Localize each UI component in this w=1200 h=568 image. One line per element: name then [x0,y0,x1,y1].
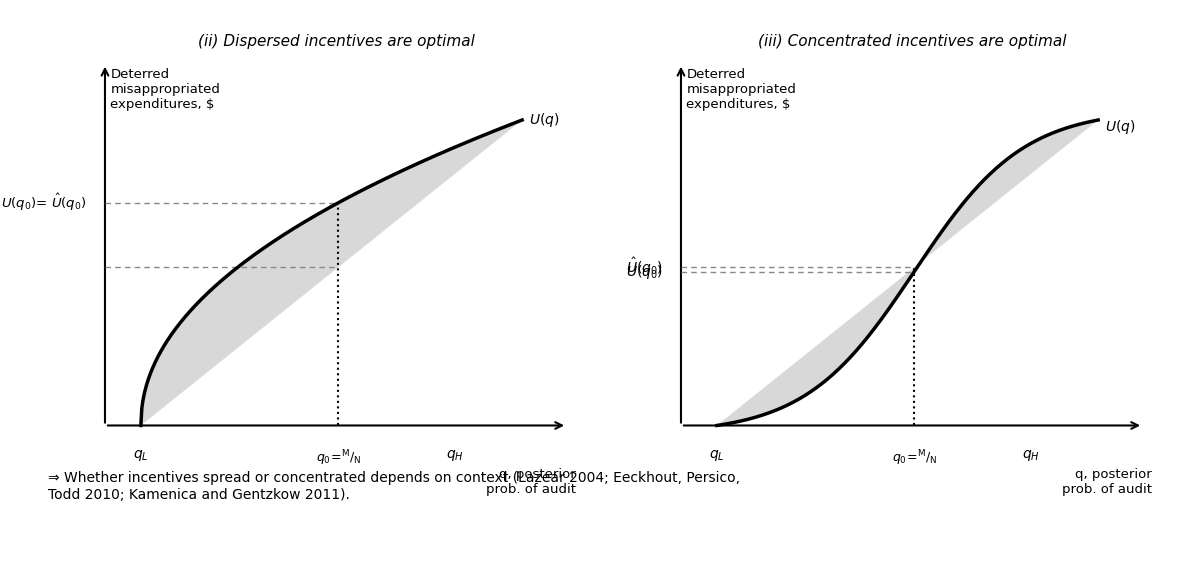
Text: $\hat{U}(q_0)$: $\hat{U}(q_0)$ [626,256,664,278]
Polygon shape [140,120,522,425]
Title: (iii) Concentrated incentives are optimal: (iii) Concentrated incentives are optima… [757,34,1067,49]
Text: $q_H$: $q_H$ [446,448,464,463]
Text: Deterred
misappropriated
expenditures, $: Deterred misappropriated expenditures, $ [686,68,797,111]
Text: $q_0\!=\!\mathsf{^M/_N}$: $q_0\!=\!\mathsf{^M/_N}$ [892,448,937,468]
Text: $U(q)$: $U(q)$ [1105,118,1135,136]
Title: (ii) Dispersed incentives are optimal: (ii) Dispersed incentives are optimal [198,34,474,49]
Text: $q_L$: $q_L$ [133,448,149,463]
Text: q, posterior
prob. of audit: q, posterior prob. of audit [1062,468,1152,496]
Text: $U(q_0)$: $U(q_0)$ [626,264,664,281]
Text: ⇒ Whether incentives spread or concentrated depends on context (Lazear 2004; Eec: ⇒ Whether incentives spread or concentra… [48,471,740,502]
Text: $q_L$: $q_L$ [709,448,725,463]
Text: q, posterior
prob. of audit: q, posterior prob. of audit [486,468,576,496]
Text: $U(q_0)$= $\hat{U}(q_0)$: $U(q_0)$= $\hat{U}(q_0)$ [1,192,88,214]
Polygon shape [716,120,1098,425]
Text: $q_H$: $q_H$ [1022,448,1040,463]
Text: $U(q)$: $U(q)$ [529,111,559,129]
Text: Deterred
misappropriated
expenditures, $: Deterred misappropriated expenditures, $ [110,68,221,111]
Text: $q_0\!=\!\mathsf{^M/_N}$: $q_0\!=\!\mathsf{^M/_N}$ [316,448,361,468]
